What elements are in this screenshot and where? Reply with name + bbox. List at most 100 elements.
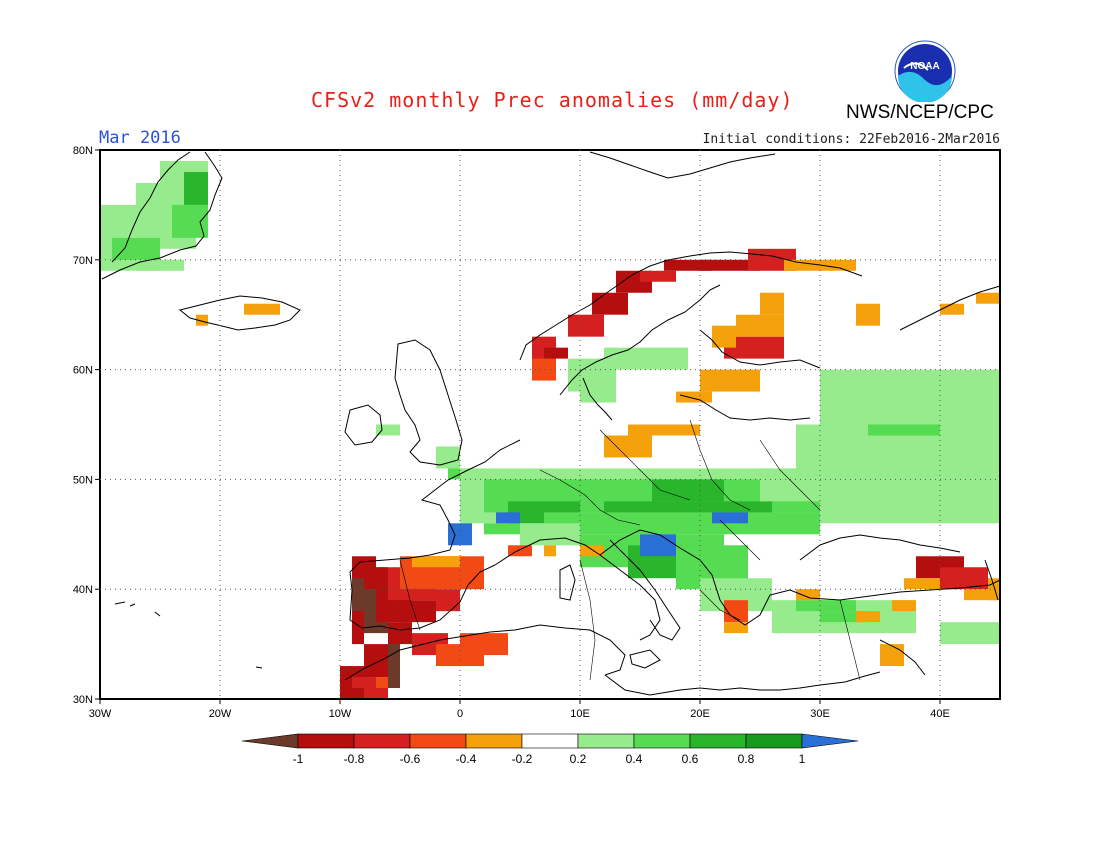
lat-label: 70N	[73, 255, 93, 267]
legend-swatch	[577, 733, 635, 749]
anomaly-cell	[988, 578, 1000, 601]
anomaly-cell	[940, 622, 1000, 645]
anomaly-cell	[724, 600, 748, 623]
anomaly-cell	[880, 644, 904, 667]
anomaly-cell	[676, 391, 712, 403]
anomaly-cell	[352, 677, 376, 689]
legend-swatch	[409, 733, 467, 749]
anomaly-cell	[436, 589, 460, 612]
anomaly-cell	[136, 259, 184, 271]
anomaly-cell	[604, 435, 652, 458]
anomaly-cell	[628, 424, 700, 436]
lon-label: 10E	[570, 708, 590, 720]
anomaly-cell	[760, 292, 784, 315]
legend-swatch	[241, 733, 299, 749]
legend-swatch	[745, 733, 803, 749]
legend-tick-label: 1	[799, 752, 806, 766]
anomaly-cell	[796, 589, 820, 601]
anomaly-cell	[652, 347, 688, 370]
map-frame	[99, 149, 1001, 700]
anomaly-cell	[724, 622, 748, 634]
legend-tick-label: -0.6	[400, 752, 421, 766]
legend-tick-label: -1	[293, 752, 304, 766]
anomaly-cell	[496, 512, 520, 524]
lat-label: 40N	[73, 584, 93, 596]
anomaly-cell	[244, 303, 280, 315]
lon-label: 20E	[690, 708, 710, 720]
lon-label: 0	[457, 708, 463, 720]
lat-label: 50N	[73, 474, 93, 486]
anomaly-cell	[184, 171, 208, 205]
anomaly-cell	[904, 578, 940, 590]
legend-tick-label: 0.2	[570, 752, 587, 766]
anomaly-cell	[388, 633, 400, 689]
anomaly-cell	[544, 512, 820, 535]
legend-swatch	[297, 733, 355, 749]
anomaly-fills	[100, 160, 1000, 699]
anomaly-cell	[700, 369, 760, 392]
logo-text: NOAA	[910, 61, 939, 72]
anomaly-cell	[892, 380, 1000, 414]
anomaly-cell	[964, 589, 1000, 601]
legend-swatch	[521, 733, 579, 749]
lon-label: 10W	[329, 708, 352, 720]
anomaly-cell	[976, 292, 1000, 304]
anomaly-cell	[460, 633, 508, 656]
anomaly-cell	[760, 468, 880, 502]
legend-swatch	[633, 733, 691, 749]
anomaly-cell	[508, 545, 532, 557]
lat-label: 60N	[73, 365, 93, 377]
anomaly-cell	[400, 600, 436, 623]
anomaly-cell	[700, 259, 760, 271]
colorbar-legend: -1 -0.8 -0.6 -0.4 -0.2 0.2 0.4 0.6 0.8 1	[241, 733, 859, 766]
anomaly-cell	[580, 380, 616, 403]
anomaly-cell	[712, 325, 736, 348]
lat-label: 80N	[73, 145, 93, 157]
month-label: Mar 2016	[99, 128, 181, 148]
legend-tick-label: -0.4	[456, 752, 477, 766]
anomaly-cell	[364, 644, 388, 678]
lon-label: 30W	[89, 708, 112, 720]
anomaly-cell	[352, 556, 376, 579]
lon-label: 20W	[209, 708, 232, 720]
anomaly-cell	[640, 270, 676, 282]
anomaly-cell	[736, 314, 784, 337]
legend-tick-label: 0.4	[626, 752, 643, 766]
legend-swatch	[801, 733, 859, 749]
chart-title: CFSv2 monthly Prec anomalies (mm/day)	[311, 88, 794, 112]
anomaly-cell	[196, 314, 208, 326]
anomaly-cell	[820, 259, 856, 271]
anomaly-cell	[520, 523, 580, 546]
anomaly-cell	[364, 688, 388, 699]
anomaly-cell	[856, 303, 880, 326]
country-borders	[399, 419, 861, 681]
anomaly-cell	[892, 600, 916, 612]
anomaly-cell	[940, 303, 964, 315]
legend-tick-label: -0.2	[512, 752, 533, 766]
legend-swatch	[465, 733, 523, 749]
legend-tick-label: 0.8	[738, 752, 755, 766]
axis-labels: 80N 70N 60N 50N 40N 30N 30W 20W 10W 0 10E 20E 30E 40E	[73, 145, 950, 720]
anomaly-cell	[376, 677, 388, 689]
anomaly-cell	[460, 556, 484, 590]
agency-label: NWS/NCEP/CPC	[846, 102, 994, 123]
anomaly-cell	[436, 446, 460, 469]
anomaly-cell	[784, 259, 820, 271]
anomaly-cell	[448, 523, 472, 546]
noaa-logo: NOAA	[894, 40, 956, 102]
anomaly-cell	[412, 556, 460, 568]
anomaly-cell	[532, 358, 556, 381]
anomaly-cell	[376, 424, 400, 436]
anomaly-cell	[112, 237, 160, 260]
anomaly-cell	[640, 534, 676, 557]
anomaly-cell	[604, 347, 652, 370]
anomaly-cell	[724, 336, 784, 359]
anomaly-cell	[712, 512, 748, 524]
anomaly-cell	[592, 292, 628, 315]
lon-label: 40E	[930, 708, 950, 720]
lon-label: 30E	[810, 708, 830, 720]
anomaly-cell	[592, 545, 604, 557]
legend-tick-label: 0.6	[682, 752, 699, 766]
anomaly-cell	[544, 347, 568, 359]
anomaly-cell	[568, 314, 604, 337]
